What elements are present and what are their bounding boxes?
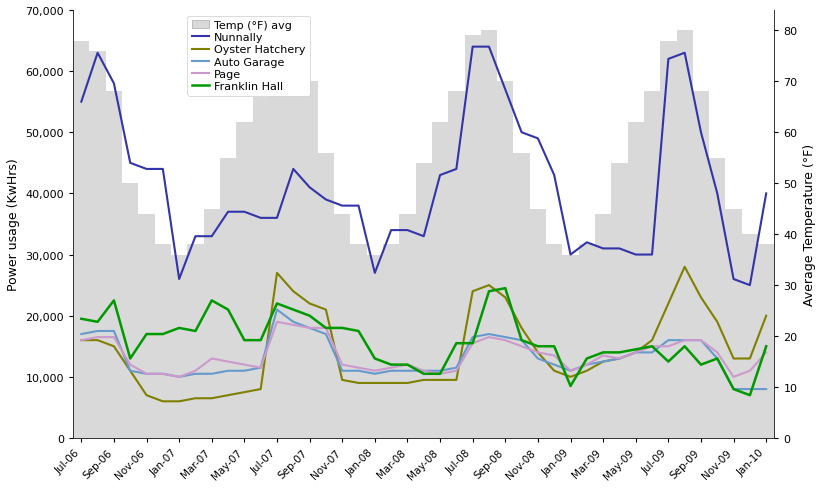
Legend: Temp (°F) avg, Nunnally, Oyster Hatchery, Auto Garage, Page, Franklin Hall: Temp (°F) avg, Nunnally, Oyster Hatchery…	[188, 17, 310, 96]
Bar	[269, 41, 285, 438]
Bar	[253, 98, 269, 438]
Y-axis label: Average Temperature (°F): Average Temperature (°F)	[803, 143, 816, 305]
Bar	[318, 153, 334, 438]
Bar	[644, 92, 660, 438]
Y-axis label: Power usage (KwHrs): Power usage (KwHrs)	[7, 158, 20, 291]
Bar	[660, 41, 677, 438]
Bar	[514, 153, 530, 438]
Bar	[693, 92, 709, 438]
Bar	[383, 245, 399, 438]
Bar	[334, 214, 351, 438]
Bar	[628, 123, 644, 438]
Bar	[236, 123, 253, 438]
Bar	[285, 36, 301, 438]
Bar	[301, 82, 318, 438]
Bar	[595, 214, 611, 438]
Bar	[432, 123, 449, 438]
Bar	[399, 214, 416, 438]
Bar	[709, 159, 725, 438]
Bar	[122, 184, 138, 438]
Bar	[579, 245, 595, 438]
Bar	[203, 209, 220, 438]
Bar	[171, 255, 188, 438]
Bar	[73, 41, 90, 438]
Bar	[220, 159, 236, 438]
Bar	[416, 163, 432, 438]
Bar	[106, 92, 122, 438]
Bar	[155, 245, 171, 438]
Bar	[464, 36, 481, 438]
Bar	[725, 209, 742, 438]
Bar	[742, 235, 758, 438]
Bar	[758, 245, 774, 438]
Bar	[562, 255, 579, 438]
Bar	[188, 245, 203, 438]
Bar	[546, 245, 562, 438]
Bar	[351, 245, 367, 438]
Bar	[138, 214, 155, 438]
Bar	[449, 92, 464, 438]
Bar	[530, 209, 546, 438]
Bar	[611, 163, 628, 438]
Bar	[481, 31, 497, 438]
Bar	[497, 82, 514, 438]
Bar	[677, 31, 693, 438]
Bar	[90, 52, 106, 438]
Bar	[367, 255, 383, 438]
